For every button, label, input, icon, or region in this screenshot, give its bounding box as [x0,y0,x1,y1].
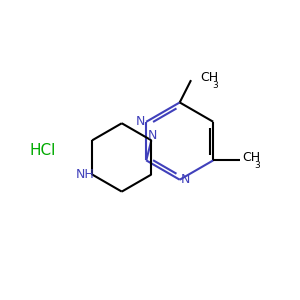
Text: N: N [148,129,158,142]
Text: N: N [180,173,190,186]
Text: 3: 3 [254,161,260,170]
Text: CH: CH [200,71,218,84]
Text: 3: 3 [212,81,218,90]
Text: NH: NH [76,168,95,181]
Text: CH: CH [242,151,260,164]
Text: HCl: HCl [30,142,56,158]
Text: N: N [136,115,146,128]
